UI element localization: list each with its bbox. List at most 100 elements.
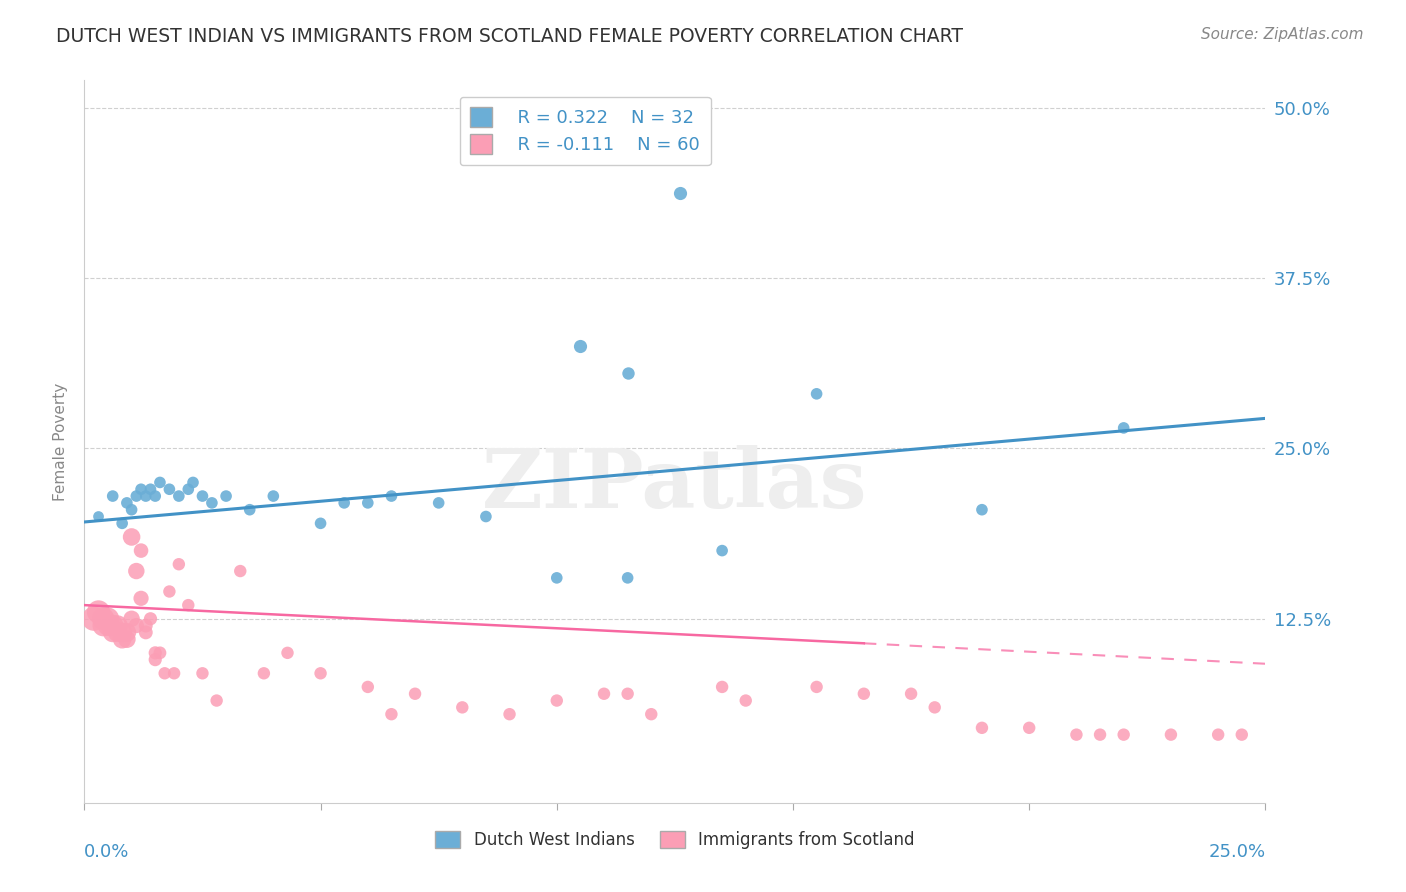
Point	[107, 625, 129, 640]
Point	[380, 489, 402, 503]
Point	[129, 591, 152, 606]
Point	[970, 721, 993, 735]
Point	[91, 612, 114, 626]
Point	[167, 558, 190, 572]
Point	[569, 339, 592, 353]
Point	[129, 482, 152, 496]
Point	[115, 496, 138, 510]
Point	[546, 571, 568, 585]
Text: ZIPatlas: ZIPatlas	[482, 445, 868, 524]
Y-axis label: Female Poverty: Female Poverty	[53, 383, 69, 500]
Point	[177, 482, 200, 496]
Text: DUTCH WEST INDIAN VS IMMIGRANTS FROM SCOTLAND FEMALE POVERTY CORRELATION CHART: DUTCH WEST INDIAN VS IMMIGRANTS FROM SCO…	[56, 27, 963, 45]
Point	[129, 543, 152, 558]
Point	[111, 632, 134, 647]
Point	[616, 367, 638, 381]
Point	[262, 489, 284, 503]
Point	[1160, 728, 1182, 742]
Point	[115, 625, 138, 640]
Point	[806, 680, 828, 694]
Point	[1112, 421, 1135, 435]
Point	[177, 598, 200, 612]
Point	[668, 186, 690, 201]
Point	[201, 496, 224, 510]
Point	[711, 680, 734, 694]
Point	[253, 666, 276, 681]
Point	[97, 612, 120, 626]
Point	[157, 482, 180, 496]
Point	[143, 646, 166, 660]
Point	[711, 543, 734, 558]
Point	[1066, 728, 1088, 742]
Point	[115, 632, 138, 647]
Point	[107, 618, 129, 632]
Point	[101, 489, 124, 503]
Point	[309, 666, 332, 681]
Point	[135, 618, 157, 632]
Point	[640, 707, 662, 722]
Point	[357, 496, 380, 510]
Point	[451, 700, 474, 714]
Point	[380, 707, 402, 722]
Point	[239, 502, 262, 516]
Point	[149, 475, 172, 490]
Point	[135, 625, 157, 640]
Point	[546, 693, 568, 707]
Point	[900, 687, 922, 701]
Point	[163, 666, 186, 681]
Point	[924, 700, 946, 714]
Point	[616, 571, 638, 585]
Point	[153, 666, 176, 681]
Point	[806, 387, 828, 401]
Point	[135, 489, 157, 503]
Point	[475, 509, 498, 524]
Point	[139, 482, 162, 496]
Point	[91, 618, 114, 632]
Text: 25.0%: 25.0%	[1208, 843, 1265, 861]
Point	[191, 489, 214, 503]
Point	[498, 707, 520, 722]
Point	[276, 646, 298, 660]
Point	[121, 612, 143, 626]
Point	[1112, 728, 1135, 742]
Point	[101, 618, 124, 632]
Point	[852, 687, 875, 701]
Point	[427, 496, 450, 510]
Point	[125, 564, 148, 578]
Point	[111, 516, 134, 531]
Point	[87, 605, 110, 619]
Point	[143, 489, 166, 503]
Point	[157, 584, 180, 599]
Point	[167, 489, 190, 503]
Point	[1206, 728, 1229, 742]
Point	[125, 618, 148, 632]
Point	[121, 502, 143, 516]
Point	[1018, 721, 1040, 735]
Point	[111, 625, 134, 640]
Point	[734, 693, 756, 707]
Point	[139, 612, 162, 626]
Point	[87, 509, 110, 524]
Point	[404, 687, 426, 701]
Point	[143, 653, 166, 667]
Point	[125, 489, 148, 503]
Point	[83, 612, 105, 626]
Point	[970, 502, 993, 516]
Point	[309, 516, 332, 531]
Point	[191, 666, 214, 681]
Point	[121, 530, 143, 544]
Point	[149, 646, 172, 660]
Point	[101, 625, 124, 640]
Point	[593, 687, 616, 701]
Point	[229, 564, 252, 578]
Point	[1230, 728, 1253, 742]
Point	[333, 496, 356, 510]
Point	[215, 489, 238, 503]
Point	[205, 693, 228, 707]
Point	[181, 475, 204, 490]
Text: Source: ZipAtlas.com: Source: ZipAtlas.com	[1201, 27, 1364, 42]
Legend: Dutch West Indians, Immigrants from Scotland: Dutch West Indians, Immigrants from Scot…	[429, 824, 921, 856]
Text: 0.0%: 0.0%	[84, 843, 129, 861]
Point	[357, 680, 380, 694]
Point	[616, 687, 638, 701]
